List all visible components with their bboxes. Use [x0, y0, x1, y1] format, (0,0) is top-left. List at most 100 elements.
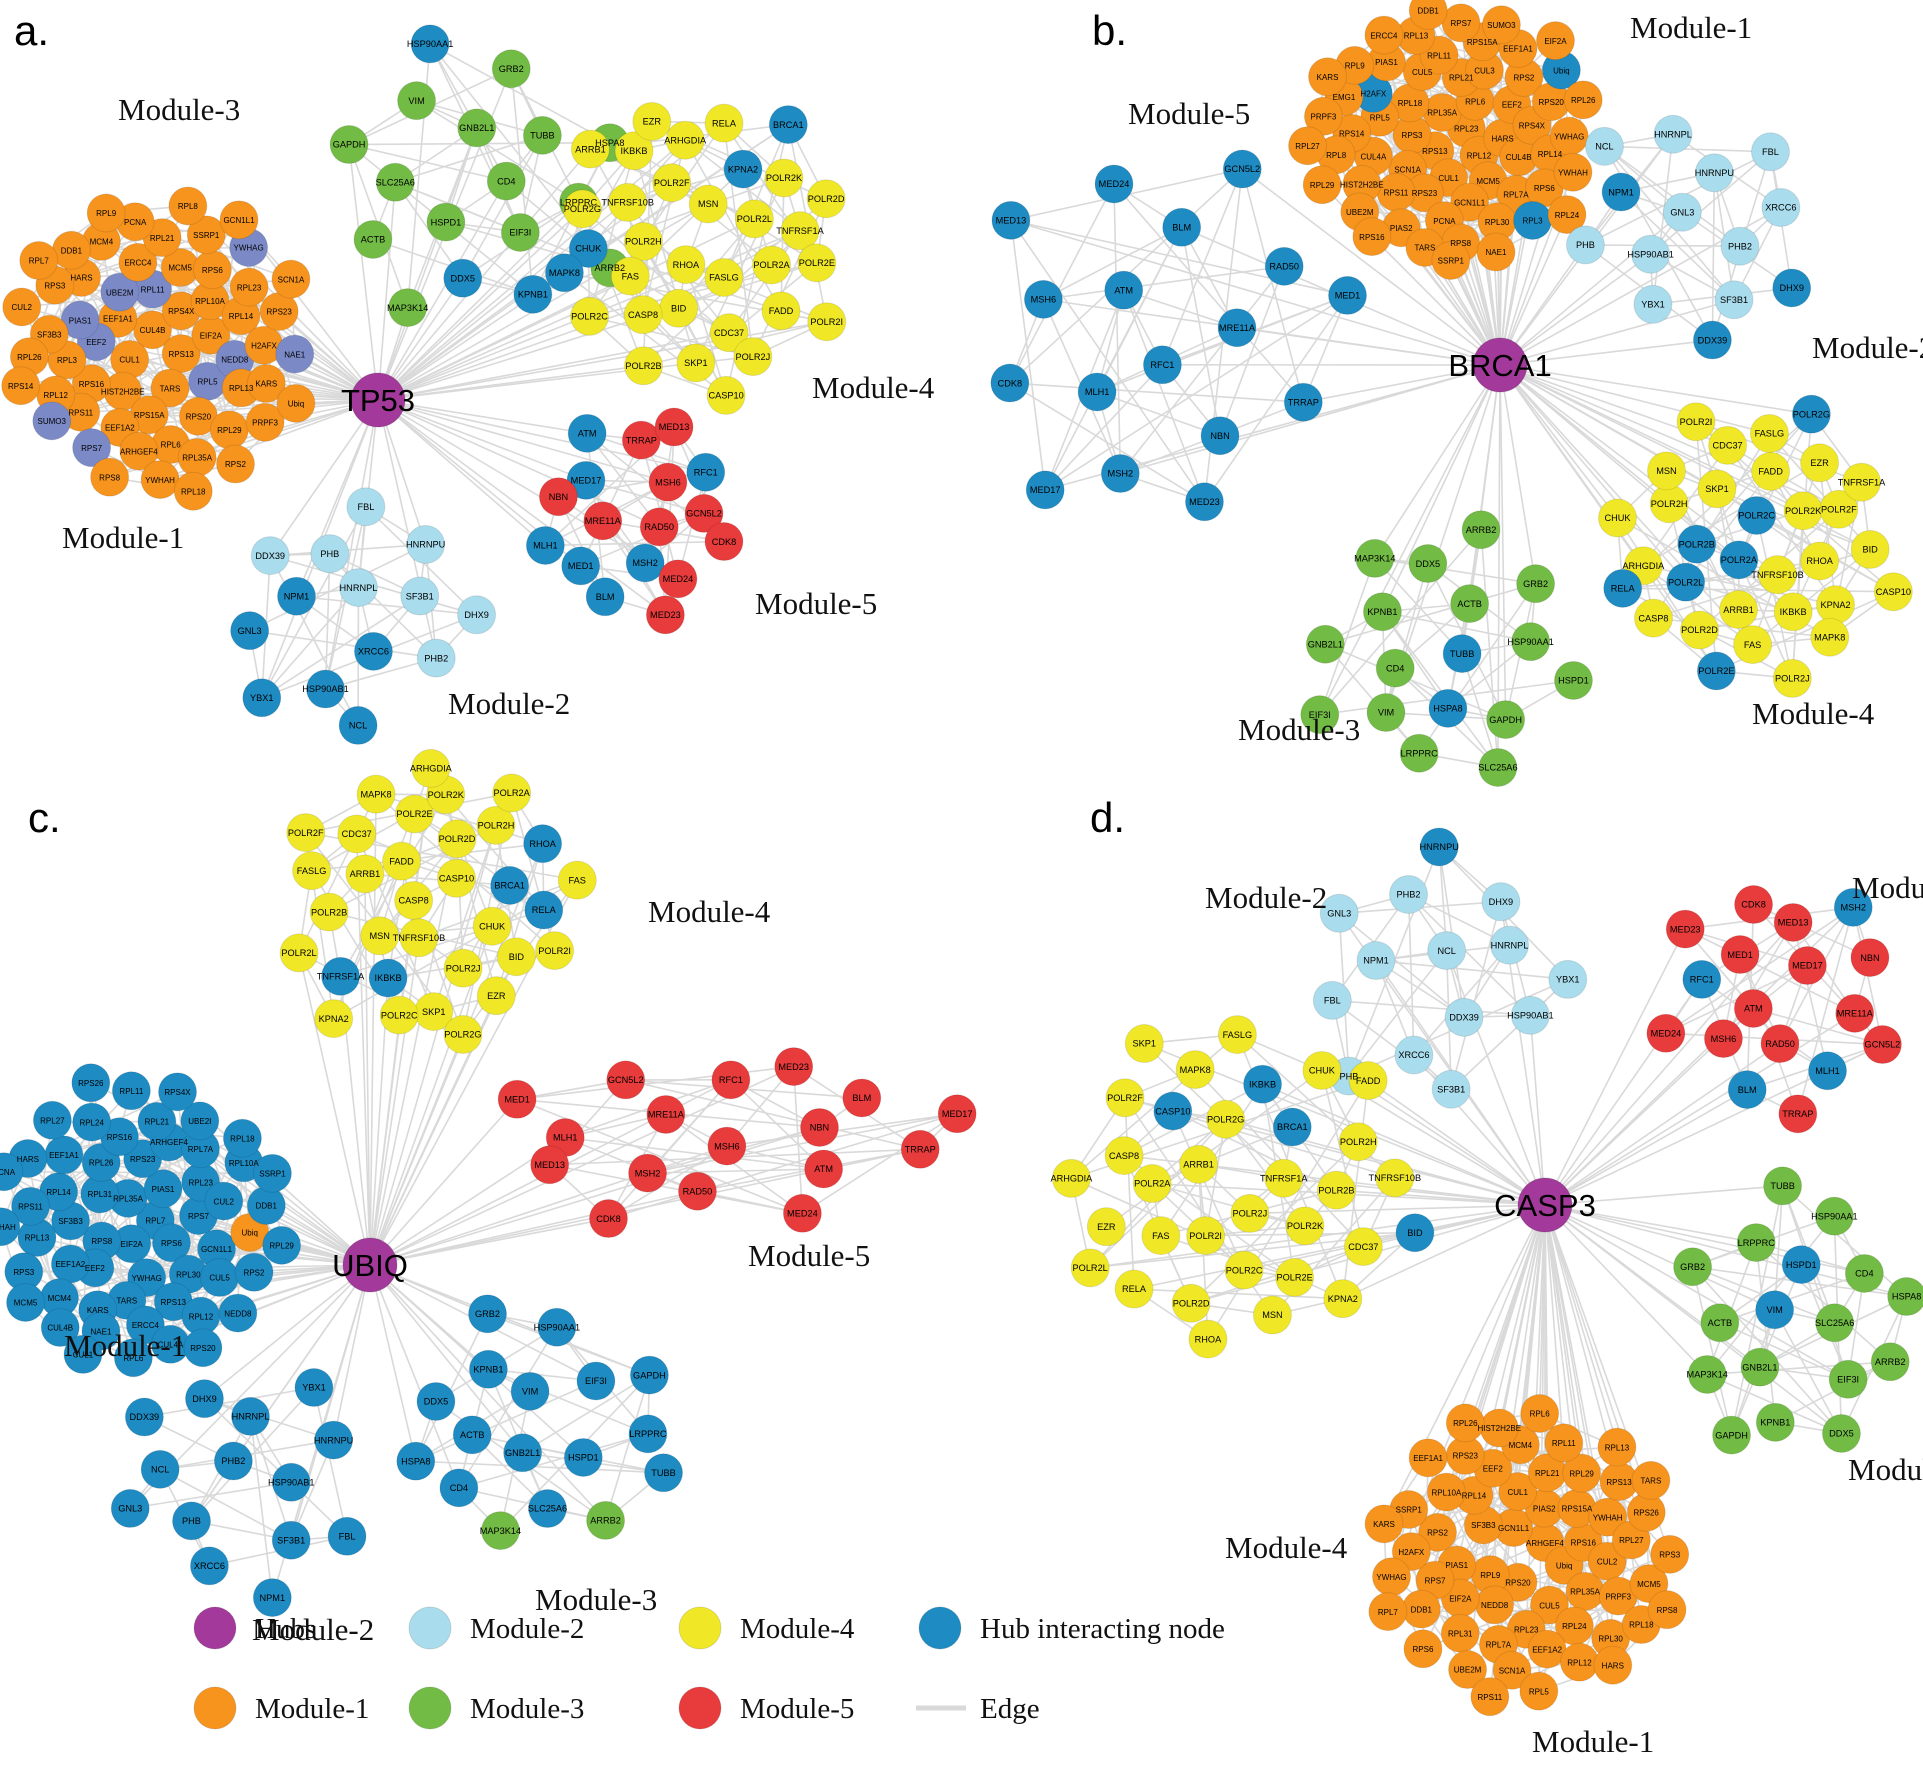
node-TNFRSF1A[interactable]	[321, 956, 361, 996]
node-CUL5[interactable]	[1529, 1585, 1569, 1625]
node-RPS6[interactable]	[151, 1223, 191, 1263]
node-IKBKB[interactable]	[614, 131, 654, 171]
node-TUBB[interactable]	[1442, 634, 1482, 674]
node-CDC37[interactable]	[337, 814, 377, 854]
node-TNFRSF10B[interactable]	[1375, 1158, 1415, 1198]
node-YBX1[interactable]	[242, 678, 282, 718]
node-POLR2J[interactable]	[1230, 1193, 1270, 1233]
node-ATM[interactable]	[567, 413, 607, 453]
node-POLR2G[interactable]	[1791, 394, 1831, 434]
node-POLR2A[interactable]	[1132, 1164, 1172, 1204]
node-POLR2A[interactable]	[752, 245, 792, 285]
node-RHOA[interactable]	[523, 824, 563, 864]
node-HSPD1[interactable]	[1553, 660, 1593, 700]
node-HSPA8[interactable]	[1887, 1277, 1923, 1317]
node-POLR2G[interactable]	[1206, 1099, 1246, 1139]
node-RPS2[interactable]	[1418, 1512, 1458, 1552]
node-HSP90AA1[interactable]	[410, 24, 450, 64]
node-POLR2C[interactable]	[1224, 1250, 1264, 1290]
node-YWHAG[interactable]	[1371, 1557, 1411, 1597]
node-FASLG[interactable]	[1217, 1015, 1257, 1055]
node-SCN1A[interactable]	[271, 259, 311, 299]
node-GCN5L2[interactable]	[684, 493, 724, 533]
node-RPS8[interactable]	[90, 457, 130, 497]
node-POLR2F[interactable]	[1819, 489, 1859, 529]
node-CHUK[interactable]	[568, 229, 608, 269]
node-EIF3I[interactable]	[576, 1361, 616, 1401]
node-HIST2H2BE[interactable]	[1479, 1408, 1519, 1448]
node-MRE11A[interactable]	[646, 1094, 686, 1134]
node-POLR2D[interactable]	[806, 179, 846, 219]
node-DDB1[interactable]	[246, 1186, 286, 1226]
node-RPL7[interactable]	[19, 241, 59, 281]
node-POLR2I[interactable]	[1676, 402, 1716, 442]
node-GNL3[interactable]	[230, 611, 270, 651]
node-ACTB[interactable]	[1450, 584, 1490, 624]
node-YBX1[interactable]	[294, 1368, 334, 1408]
node-DDX5[interactable]	[416, 1381, 456, 1421]
node-TRRAP[interactable]	[1778, 1094, 1818, 1134]
node-POLR2G[interactable]	[562, 189, 602, 229]
node-CUL5[interactable]	[200, 1258, 240, 1298]
node-NCL[interactable]	[140, 1449, 180, 1489]
node-BLM[interactable]	[585, 577, 625, 617]
node-NAE1[interactable]	[275, 334, 315, 374]
node-RPL18[interactable]	[173, 471, 213, 511]
node-TNFRSF10B[interactable]	[399, 918, 439, 958]
node-MRE11A[interactable]	[583, 501, 623, 541]
node-SKP1[interactable]	[1697, 469, 1737, 509]
node-DDB1[interactable]	[1408, 0, 1448, 30]
node-NBN[interactable]	[1850, 938, 1890, 978]
node-DHX9[interactable]	[457, 595, 497, 635]
node-DDX39[interactable]	[124, 1397, 164, 1437]
node-POLR2K[interactable]	[1285, 1206, 1325, 1246]
node-HSPA8[interactable]	[1428, 688, 1468, 728]
node-MED24[interactable]	[658, 559, 698, 599]
node-NCL[interactable]	[1584, 126, 1624, 166]
node-RPL21[interactable]	[137, 1101, 177, 1141]
node-GRB2[interactable]	[468, 1294, 508, 1334]
node-PHB[interactable]	[310, 534, 350, 574]
node-CUL2[interactable]	[204, 1181, 244, 1221]
node-POLR2L[interactable]	[734, 199, 774, 239]
node-SF3B1[interactable]	[1714, 280, 1754, 320]
node-FAS[interactable]	[557, 860, 597, 900]
node-GCN5L2[interactable]	[1222, 149, 1262, 189]
node-LRPPRC[interactable]	[1736, 1223, 1776, 1263]
node-MED17[interactable]	[937, 1094, 977, 1134]
node-RPS6[interactable]	[1403, 1629, 1443, 1669]
node-HNRNPL[interactable]	[230, 1396, 270, 1436]
node-ARRB1[interactable]	[1179, 1144, 1219, 1184]
node-ACTB[interactable]	[1700, 1303, 1740, 1343]
node-TNFRSF1A[interactable]	[1264, 1158, 1304, 1198]
node-HSP90AA1[interactable]	[1511, 622, 1551, 662]
node-FBL[interactable]	[1312, 980, 1352, 1020]
node-SLC25A6[interactable]	[528, 1489, 568, 1529]
node-KPNB1[interactable]	[1362, 592, 1402, 632]
node-MED1[interactable]	[1327, 275, 1367, 315]
node-CDK8[interactable]	[1734, 885, 1774, 925]
node-MAPK8[interactable]	[1810, 617, 1850, 657]
node-RPL11[interactable]	[1544, 1423, 1584, 1463]
node-HARS[interactable]	[1593, 1645, 1633, 1685]
node-YWHAH[interactable]	[1588, 1497, 1628, 1537]
node-CASP8[interactable]	[394, 880, 434, 920]
node-SSRP1[interactable]	[1431, 240, 1471, 280]
node-ERCC4[interactable]	[118, 242, 158, 282]
node-SSRP1[interactable]	[186, 215, 226, 255]
node-SLC25A6[interactable]	[1478, 747, 1518, 787]
node-MAPK8[interactable]	[544, 253, 584, 293]
node-ARHGDIA[interactable]	[665, 120, 705, 160]
node-MLH1[interactable]	[525, 525, 565, 565]
node-GNB2L1[interactable]	[1305, 624, 1345, 664]
node-RFC1[interactable]	[1682, 959, 1722, 999]
node-CD4[interactable]	[1375, 648, 1415, 688]
node-MAP3K14[interactable]	[1687, 1354, 1727, 1394]
node-BID[interactable]	[659, 288, 699, 328]
node-EIF3I[interactable]	[1300, 695, 1340, 735]
node-HNRNPL[interactable]	[1490, 925, 1530, 965]
node-LRPPRC[interactable]	[1399, 733, 1439, 773]
node-POLR2B[interactable]	[624, 346, 664, 386]
node-PHB[interactable]	[172, 1501, 212, 1541]
node-RPL12[interactable]	[1559, 1642, 1599, 1682]
